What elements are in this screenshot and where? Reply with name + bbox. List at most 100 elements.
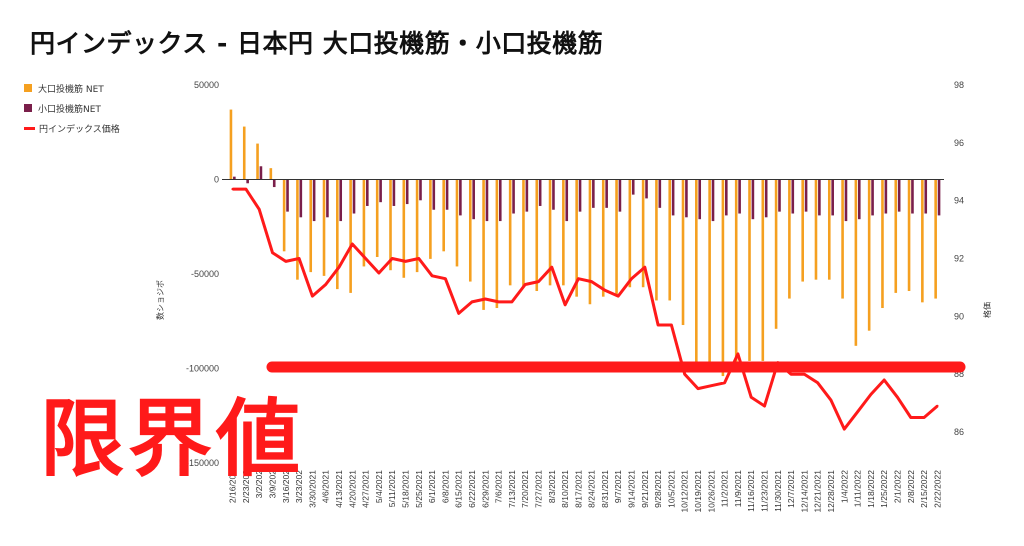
- point-yen-index-price[interactable]: [816, 381, 819, 385]
- bar-large-speculators[interactable]: [575, 179, 578, 297]
- point-yen-index-price[interactable]: [311, 294, 314, 298]
- bar-small-speculators[interactable]: [897, 179, 901, 212]
- bar-small-speculators[interactable]: [379, 179, 382, 203]
- bar-small-speculators[interactable]: [658, 179, 662, 208]
- point-yen-index-price[interactable]: [457, 312, 460, 315]
- point-yen-index-price[interactable]: [484, 297, 487, 301]
- point-yen-index-price[interactable]: [324, 283, 327, 286]
- point-yen-index-price[interactable]: [337, 265, 341, 269]
- bar-small-speculators[interactable]: [472, 179, 475, 220]
- bar-small-speculators[interactable]: [818, 179, 821, 216]
- bar-small-speculators[interactable]: [538, 179, 542, 206]
- point-yen-index-price[interactable]: [271, 251, 274, 254]
- bar-small-speculators[interactable]: [445, 179, 449, 210]
- point-yen-index-price[interactable]: [922, 416, 926, 419]
- bar-small-speculators[interactable]: [233, 176, 236, 180]
- point-yen-index-price[interactable]: [789, 372, 793, 376]
- bar-small-speculators[interactable]: [565, 179, 569, 222]
- point-yen-index-price[interactable]: [843, 427, 846, 431]
- bar-small-speculators[interactable]: [512, 179, 515, 214]
- bar-small-speculators[interactable]: [525, 179, 529, 212]
- point-yen-index-price[interactable]: [603, 289, 607, 292]
- bar-large-speculators[interactable]: [455, 179, 459, 267]
- bar-small-speculators[interactable]: [937, 179, 941, 216]
- point-yen-index-price[interactable]: [563, 303, 567, 306]
- bar-small-speculators[interactable]: [751, 179, 755, 220]
- bar-large-speculators[interactable]: [708, 179, 711, 373]
- bar-small-speculators[interactable]: [312, 179, 316, 222]
- point-yen-index-price[interactable]: [391, 257, 394, 260]
- point-yen-index-price[interactable]: [856, 410, 859, 413]
- bar-large-speculators[interactable]: [389, 179, 392, 271]
- bar-large-speculators[interactable]: [296, 179, 299, 280]
- point-yen-index-price[interactable]: [869, 393, 873, 396]
- bar-small-speculators[interactable]: [804, 179, 808, 212]
- point-yen-index-price[interactable]: [470, 300, 474, 304]
- bar-small-speculators[interactable]: [578, 179, 582, 212]
- point-yen-index-price[interactable]: [643, 265, 647, 269]
- bar-large-speculators[interactable]: [921, 179, 924, 303]
- point-yen-index-price[interactable]: [550, 265, 553, 269]
- bar-large-speculators[interactable]: [881, 179, 884, 309]
- bar-large-speculators[interactable]: [282, 179, 286, 252]
- point-yen-index-price[interactable]: [736, 352, 740, 356]
- point-yen-index-price[interactable]: [537, 280, 540, 283]
- bar-large-speculators[interactable]: [269, 168, 273, 180]
- bar-large-speculators[interactable]: [588, 179, 592, 305]
- series-line-yen-index-price[interactable]: [232, 187, 939, 431]
- point-yen-index-price[interactable]: [351, 242, 354, 246]
- bar-small-speculators[interactable]: [259, 166, 263, 180]
- bar-small-speculators[interactable]: [405, 179, 409, 205]
- bar-small-speculators[interactable]: [764, 179, 768, 218]
- bar-large-speculators[interactable]: [256, 143, 259, 180]
- bar-small-speculators[interactable]: [392, 179, 396, 206]
- point-yen-index-price[interactable]: [763, 404, 766, 408]
- bar-small-speculators[interactable]: [831, 179, 834, 216]
- bar-small-speculators[interactable]: [911, 179, 914, 214]
- bar-large-speculators[interactable]: [522, 179, 525, 288]
- point-yen-index-price[interactable]: [683, 372, 686, 376]
- point-yen-index-price[interactable]: [936, 404, 939, 408]
- bar-small-speculators[interactable]: [671, 179, 675, 216]
- bar-small-speculators[interactable]: [246, 179, 249, 184]
- bar-large-speculators[interactable]: [229, 109, 233, 180]
- bar-small-speculators[interactable]: [711, 179, 715, 222]
- bar-small-speculators[interactable]: [299, 179, 303, 218]
- point-yen-index-price[interactable]: [417, 257, 420, 260]
- bar-small-speculators[interactable]: [498, 179, 502, 222]
- point-yen-index-price[interactable]: [710, 384, 713, 387]
- bar-small-speculators[interactable]: [272, 179, 276, 188]
- bar-small-speculators[interactable]: [631, 179, 635, 195]
- point-yen-index-price[interactable]: [896, 396, 899, 399]
- point-yen-index-price[interactable]: [404, 260, 407, 263]
- point-yen-index-price[interactable]: [523, 283, 527, 286]
- bar-small-speculators[interactable]: [485, 179, 489, 222]
- bar-large-speculators[interactable]: [695, 179, 698, 369]
- bar-small-speculators[interactable]: [592, 179, 595, 208]
- bar-large-speculators[interactable]: [442, 179, 445, 252]
- bar-large-speculators[interactable]: [721, 179, 725, 377]
- bar-large-speculators[interactable]: [641, 179, 645, 288]
- bar-large-speculators[interactable]: [362, 179, 366, 267]
- bar-small-speculators[interactable]: [725, 179, 728, 216]
- point-yen-index-price[interactable]: [510, 300, 514, 304]
- bar-small-speculators[interactable]: [645, 179, 648, 199]
- bar-large-speculators[interactable]: [402, 179, 406, 278]
- bar-large-speculators[interactable]: [934, 179, 937, 299]
- bar-large-speculators[interactable]: [309, 179, 313, 273]
- bar-small-speculators[interactable]: [552, 179, 555, 210]
- bar-small-speculators[interactable]: [352, 179, 356, 214]
- bar-large-speculators[interactable]: [615, 179, 618, 295]
- bar-small-speculators[interactable]: [286, 179, 289, 212]
- bar-large-speculators[interactable]: [601, 179, 605, 297]
- bar-small-speculators[interactable]: [844, 179, 848, 222]
- bar-small-speculators[interactable]: [339, 179, 343, 222]
- point-yen-index-price[interactable]: [882, 378, 886, 382]
- point-yen-index-price[interactable]: [630, 277, 633, 280]
- point-yen-index-price[interactable]: [723, 381, 726, 385]
- bar-large-speculators[interactable]: [841, 179, 844, 299]
- point-yen-index-price[interactable]: [231, 187, 234, 191]
- legend-item-small-speculators[interactable]: 小口投機筋NET: [24, 98, 120, 118]
- bar-small-speculators[interactable]: [326, 179, 329, 218]
- bar-large-speculators[interactable]: [482, 179, 485, 310]
